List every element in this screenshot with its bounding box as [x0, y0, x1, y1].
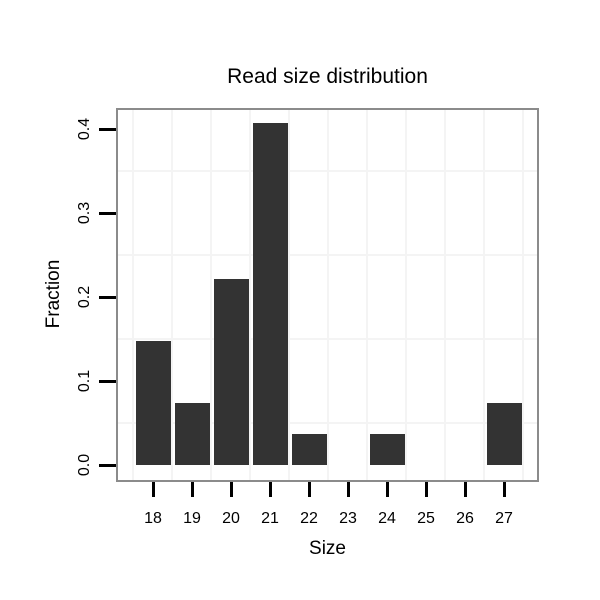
chart-title: Read size distribution [227, 65, 428, 88]
v-gridline [210, 110, 212, 480]
x-tick [151, 482, 155, 497]
x-tick-label: 22 [300, 510, 318, 527]
v-gridline [405, 110, 407, 480]
bar [486, 403, 522, 465]
v-gridline [288, 110, 290, 480]
y-axis-label: Fraction [43, 259, 64, 329]
bar [213, 279, 249, 465]
x-tick-label: 18 [144, 510, 162, 527]
y-tick-label: 0.0 [76, 453, 93, 477]
x-tick-label: 27 [495, 510, 513, 527]
x-tick [229, 482, 233, 497]
bar [369, 434, 405, 465]
y-tick-label: 0.4 [76, 117, 93, 141]
x-tick [385, 482, 389, 497]
v-gridline [249, 110, 251, 480]
x-tick [463, 482, 467, 497]
y-tick-label: 0.3 [76, 201, 93, 225]
v-gridline [483, 110, 485, 480]
x-axis-label: Size [309, 538, 346, 559]
v-gridline [327, 110, 329, 480]
x-tick-label: 20 [222, 510, 240, 527]
x-tick-label: 19 [183, 510, 201, 527]
plot-panel [116, 108, 539, 482]
v-gridline [522, 110, 524, 480]
v-gridline [132, 110, 134, 480]
bar [291, 434, 327, 465]
y-tick-label: 0.2 [76, 285, 93, 309]
bar [174, 403, 210, 465]
bar [252, 123, 288, 465]
x-tick-label: 26 [456, 510, 474, 527]
x-tick [190, 482, 194, 497]
x-tick-label: 21 [261, 510, 279, 527]
x-tick [307, 482, 311, 497]
y-tick [99, 295, 116, 299]
y-tick [99, 127, 116, 131]
x-tick [424, 482, 428, 497]
y-tick [99, 211, 116, 215]
x-tick [502, 482, 506, 497]
x-tick-label: 24 [378, 510, 396, 527]
v-gridline [444, 110, 446, 480]
x-tick [268, 482, 272, 497]
x-tick-label: 23 [339, 510, 357, 527]
bar [135, 341, 171, 465]
v-gridline [366, 110, 368, 480]
x-tick-label: 25 [417, 510, 435, 527]
y-tick [99, 379, 116, 383]
y-tick-label: 0.1 [76, 369, 93, 393]
v-gridline [171, 110, 173, 480]
x-tick [346, 482, 350, 497]
y-tick [99, 463, 116, 467]
